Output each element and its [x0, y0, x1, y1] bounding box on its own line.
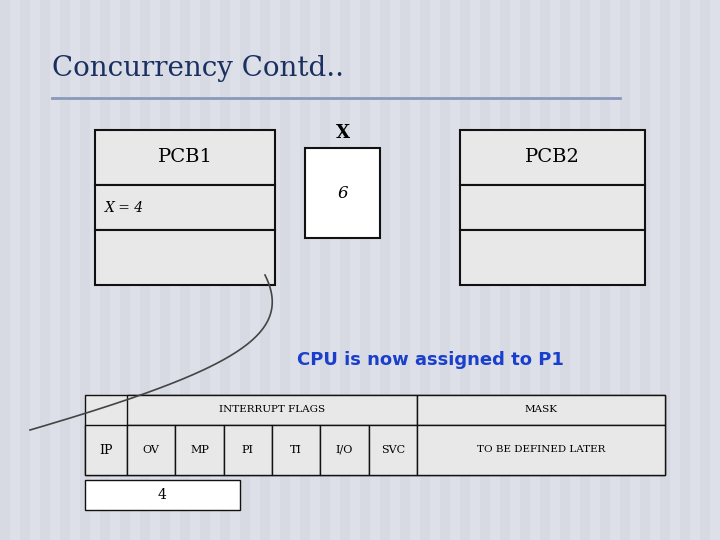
Bar: [480, 0, 490, 540]
Bar: [460, 230, 645, 285]
Bar: [600, 0, 610, 540]
Bar: [369, 425, 417, 475]
Bar: [95, 230, 275, 285]
Text: PI: PI: [242, 445, 254, 455]
Bar: [85, 395, 665, 475]
Bar: [40, 0, 50, 540]
Bar: [180, 0, 190, 540]
Bar: [560, 0, 570, 540]
Bar: [417, 395, 665, 425]
Bar: [85, 480, 240, 510]
Bar: [305, 148, 380, 238]
Bar: [127, 395, 417, 425]
Bar: [280, 0, 290, 540]
Bar: [460, 185, 645, 230]
Bar: [260, 0, 270, 540]
Bar: [380, 0, 390, 540]
Bar: [140, 0, 150, 540]
Bar: [320, 425, 369, 475]
Bar: [95, 185, 275, 230]
Bar: [460, 0, 470, 540]
Bar: [660, 0, 670, 540]
Bar: [680, 0, 690, 540]
Text: Concurrency Contd..: Concurrency Contd..: [52, 55, 344, 82]
Bar: [100, 0, 110, 540]
Bar: [220, 0, 230, 540]
Bar: [460, 130, 645, 185]
Bar: [320, 0, 330, 540]
Bar: [224, 425, 272, 475]
Text: MASK: MASK: [524, 406, 557, 415]
Text: TI: TI: [290, 445, 302, 455]
Bar: [400, 0, 410, 540]
Bar: [500, 0, 510, 540]
Bar: [176, 425, 224, 475]
Bar: [20, 0, 30, 540]
Bar: [85, 425, 127, 475]
Bar: [700, 0, 710, 540]
Text: PCB2: PCB2: [525, 148, 580, 166]
Bar: [417, 425, 665, 475]
Text: PCB1: PCB1: [158, 148, 212, 166]
Bar: [360, 0, 370, 540]
Bar: [272, 425, 320, 475]
Text: IP: IP: [99, 443, 113, 456]
Bar: [300, 0, 310, 540]
Bar: [200, 0, 210, 540]
Text: X = 4: X = 4: [105, 200, 144, 214]
Text: I/O: I/O: [336, 445, 354, 455]
Bar: [80, 0, 90, 540]
Text: INTERRUPT FLAGS: INTERRUPT FLAGS: [219, 406, 325, 415]
Bar: [520, 0, 530, 540]
Bar: [0, 0, 10, 540]
Bar: [440, 0, 450, 540]
Text: 6: 6: [337, 185, 348, 201]
Bar: [120, 0, 130, 540]
Text: CPU is now assigned to P1: CPU is now assigned to P1: [297, 351, 564, 369]
Bar: [420, 0, 430, 540]
Bar: [60, 0, 70, 540]
Bar: [160, 0, 170, 540]
Bar: [240, 0, 250, 540]
Bar: [95, 130, 275, 185]
Bar: [127, 425, 176, 475]
Text: MP: MP: [190, 445, 209, 455]
Bar: [340, 0, 350, 540]
Bar: [540, 0, 550, 540]
Text: SVC: SVC: [381, 445, 405, 455]
Text: 4: 4: [158, 488, 167, 502]
Text: X: X: [336, 124, 350, 142]
Text: TO BE DEFINED LATER: TO BE DEFINED LATER: [477, 446, 606, 455]
Bar: [620, 0, 630, 540]
Text: OV: OV: [143, 445, 160, 455]
Bar: [640, 0, 650, 540]
Bar: [580, 0, 590, 540]
